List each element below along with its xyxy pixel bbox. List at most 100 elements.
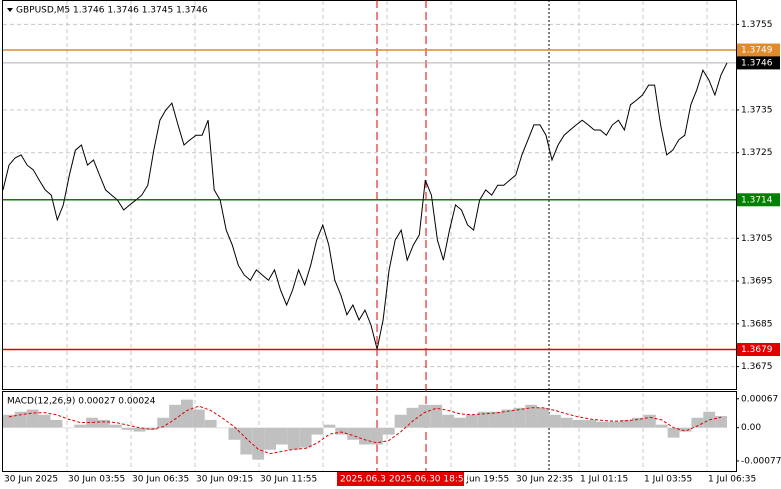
macd-bar <box>240 427 253 455</box>
main-frame <box>2 0 737 390</box>
level-label-box <box>737 56 780 70</box>
macd-bar <box>584 419 597 428</box>
macd-bar <box>74 424 87 428</box>
macd-bar <box>86 417 98 428</box>
macd-bar <box>14 411 27 428</box>
menu-triangle <box>7 8 13 12</box>
x-tick-label: 1 Jul 03:55 <box>644 475 692 485</box>
macd-bar <box>667 427 680 438</box>
macd-bar <box>109 424 122 428</box>
time-marker-box <box>386 472 464 486</box>
macd-bar <box>620 419 633 428</box>
macd-bar <box>691 417 704 428</box>
y-tick-label: 1.3725 <box>741 148 773 158</box>
x-tick-label: 1 Jul 06:35 <box>708 475 756 485</box>
macd-bar <box>608 421 621 428</box>
macd-bar <box>157 417 170 428</box>
x-tick-label: 30 Jun 2025 <box>4 475 58 485</box>
macd-bar <box>406 407 419 428</box>
macd-bar <box>3 414 15 428</box>
macd-bar <box>145 427 158 430</box>
y-tick-label: 1.3705 <box>741 234 773 244</box>
macd-bar <box>513 407 526 428</box>
macd-bar <box>133 427 146 432</box>
macd-bar <box>311 427 324 435</box>
macd-bar <box>537 407 549 428</box>
macd-bar <box>181 399 193 428</box>
macd-bar <box>335 427 348 435</box>
y-tick-label: 1.3695 <box>741 277 773 287</box>
y-tick-label: 1.3685 <box>741 319 773 329</box>
macd-bar <box>347 427 360 440</box>
macd-bar <box>632 417 644 428</box>
chart-title: GBPUSD,M5 1.3746 1.3746 1.3745 1.3746 <box>16 6 208 16</box>
y-tick-label: 1.3755 <box>741 20 773 30</box>
x-tick-label: 30 Jun 19:55 <box>452 475 509 485</box>
macd-bar <box>655 424 668 428</box>
y-tick-label: 1.3735 <box>741 105 773 115</box>
level-label: 1.3679 <box>741 345 773 355</box>
macd-bar <box>169 404 182 428</box>
macd-bar <box>216 427 229 429</box>
macd-bar <box>501 409 514 428</box>
macd-bar <box>560 417 573 428</box>
macd-bar <box>38 414 51 428</box>
macd-bar <box>489 411 502 428</box>
macd-bar <box>192 409 205 428</box>
time-marker-label: 2025.06.30 18:50 <box>389 475 470 485</box>
macd-bar <box>26 409 39 428</box>
macd-bar <box>465 414 478 428</box>
level-label-box <box>737 343 780 356</box>
macd-bar <box>121 427 134 430</box>
macd-bar <box>418 404 431 428</box>
macd-bar <box>50 419 63 428</box>
macd-bar <box>430 404 443 428</box>
level-label: 1.3746 <box>741 58 773 68</box>
macd-bar <box>394 414 407 428</box>
y-tick-label: 1.3675 <box>741 362 773 372</box>
macd-bar <box>252 427 265 460</box>
x-tick-label: 1 Jul 01:15 <box>580 475 628 485</box>
macd-bar <box>572 419 585 428</box>
x-tick-label: 30 Jun 09:15 <box>196 475 253 485</box>
macd-bar <box>62 427 75 429</box>
macd-bar <box>596 421 609 428</box>
macd-bar <box>548 414 561 428</box>
macd-bar <box>228 427 241 440</box>
signal-line <box>8 405 722 455</box>
macd-bar <box>679 427 692 432</box>
macd-bar <box>275 427 288 445</box>
x-tick-label: 30 Jun 06:35 <box>132 475 189 485</box>
x-tick-label: 30 Jun 22:35 <box>516 475 573 485</box>
y-tick-label: -0.00077 <box>741 456 781 466</box>
macd-frame <box>2 391 737 472</box>
macd-title: MACD(12,26,9) 0.00027 0.00024 <box>7 397 156 407</box>
level-label-box <box>737 43 780 57</box>
macd-bar <box>643 414 656 428</box>
macd-bar <box>287 427 300 450</box>
macd-bar <box>382 427 395 435</box>
macd-bar <box>97 419 110 428</box>
time-marker-label: 2025.06.30 <box>340 475 392 485</box>
time-marker-box <box>337 472 387 486</box>
macd-bar <box>370 427 383 445</box>
x-tick-label: 30 Jun 03:55 <box>68 475 125 485</box>
macd-bar <box>442 414 455 428</box>
x-tick-label: 30 Jun 11:55 <box>260 475 317 485</box>
price-line <box>2 62 728 350</box>
level-label: 1.3749 <box>741 46 773 56</box>
macd-bar <box>477 411 490 428</box>
macd-bar <box>323 424 336 428</box>
macd-bar <box>454 417 466 428</box>
macd-bar <box>299 427 312 448</box>
macd-bar <box>359 427 371 445</box>
macd-bar <box>525 404 538 428</box>
level-label: 1.3714 <box>741 195 773 205</box>
level-label-box <box>737 193 780 207</box>
y-tick-label: 0.00067 <box>741 394 778 404</box>
y-tick-label: 0.00 <box>741 423 761 433</box>
macd-bar <box>264 427 276 450</box>
macd-bar <box>204 419 217 428</box>
